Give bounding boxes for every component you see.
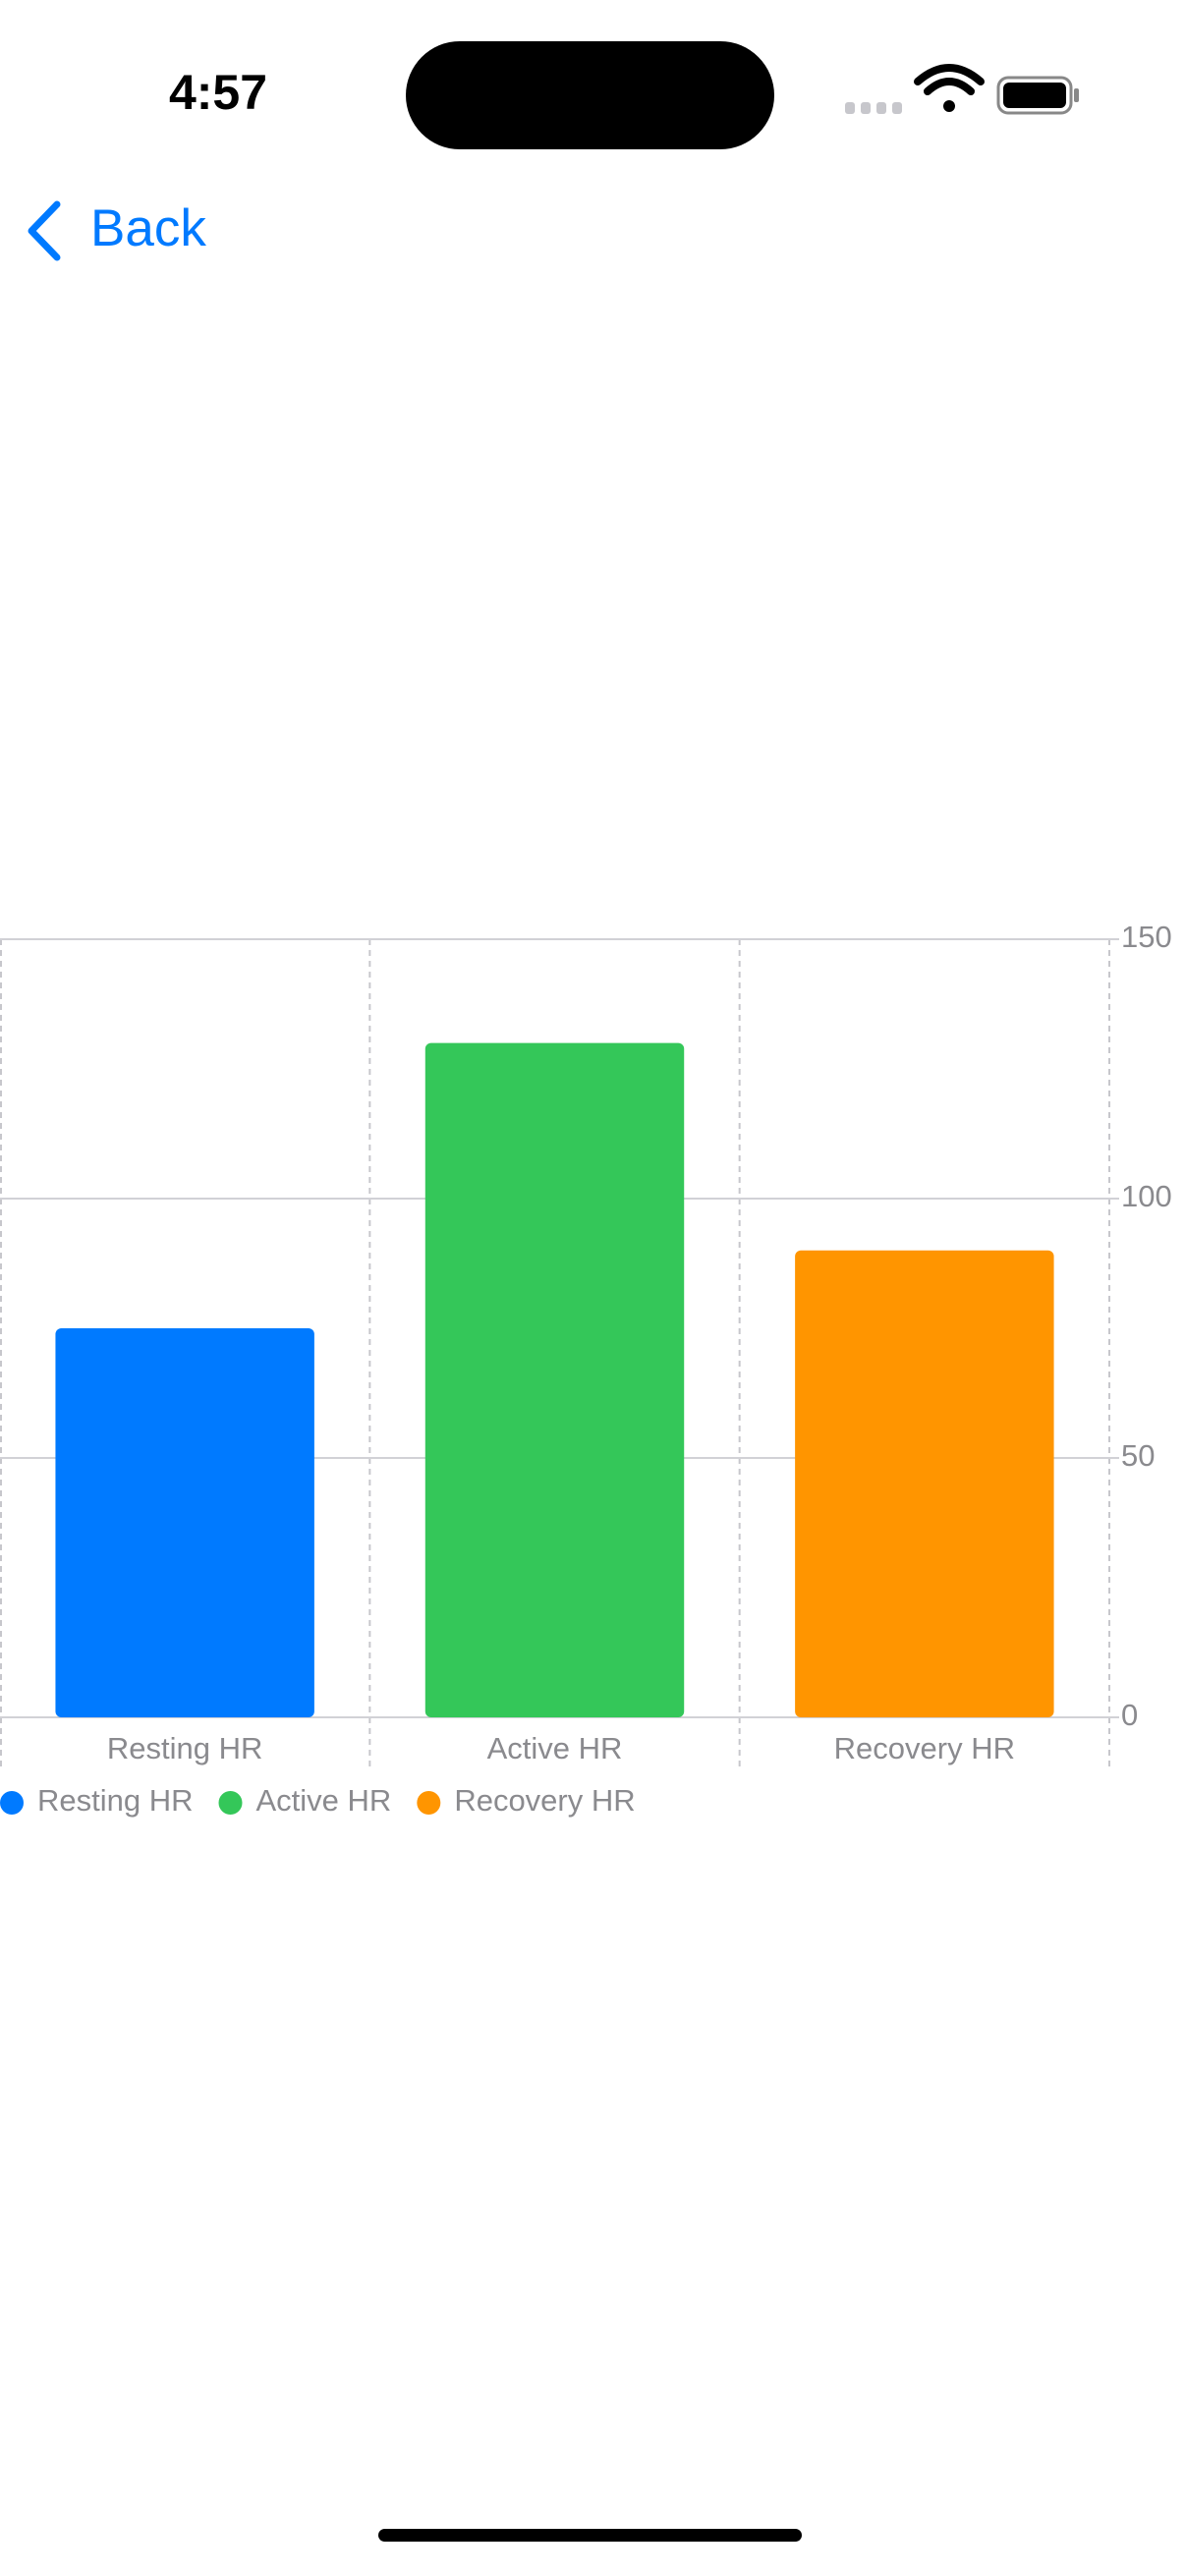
legend-marker	[0, 1791, 24, 1815]
bar	[55, 1328, 314, 1717]
status-time: 4:57	[169, 65, 267, 120]
dynamic-island	[406, 41, 774, 149]
legend-label: Recovery HR	[454, 1783, 635, 1818]
bar	[424, 1042, 685, 1717]
chart: 0 50 100 150 Resting HR Active HR Recovery HR R…	[0, 920, 1172, 1818]
x-tick-label: Active HR	[487, 1731, 623, 1765]
battery	[996, 76, 1079, 115]
wifi	[914, 64, 985, 112]
back-button[interactable]: Back	[90, 199, 206, 257]
back-chevron[interactable]	[28, 200, 61, 261]
y-tick-label: 150	[1121, 920, 1172, 954]
y-tick-label: 100	[1121, 1179, 1172, 1213]
bar	[795, 1250, 1054, 1717]
x-tick-label: Recovery HR	[834, 1731, 1015, 1765]
signal	[845, 102, 902, 114]
y-tick-label: 50	[1121, 1438, 1155, 1473]
legend-label: Active HR	[256, 1783, 392, 1818]
x-tick-label: Resting HR	[107, 1731, 263, 1765]
legend-marker	[218, 1791, 243, 1815]
y-tick-label: 0	[1121, 1698, 1138, 1732]
home-indicator	[378, 2529, 802, 2542]
legend-marker	[417, 1791, 441, 1815]
legend-label: Resting HR	[37, 1783, 194, 1818]
